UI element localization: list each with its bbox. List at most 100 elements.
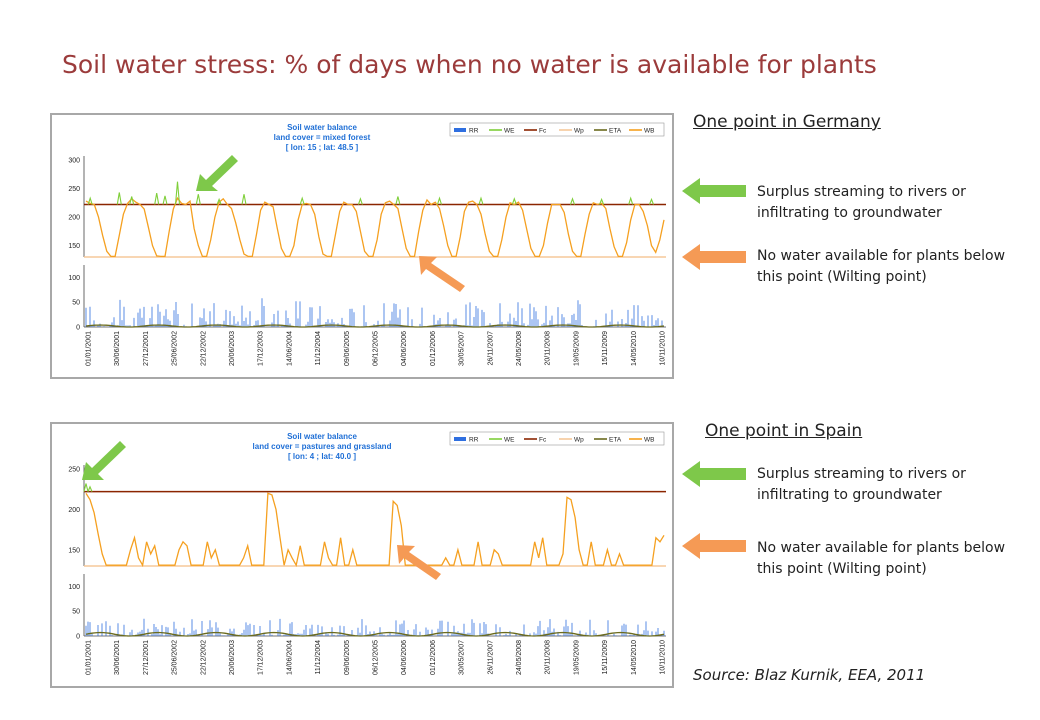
wilting-annotation-spain: No water available for plants below this… [757, 540, 1006, 577]
x-tick-label: 06/12/2005 [373, 640, 380, 675]
y-tick-label: 300 [68, 158, 80, 165]
x-tick-label: 15/11/2009 [602, 640, 609, 675]
x-tick-label: 22/12/2002 [200, 640, 207, 675]
chart-title-line: [ lon: 4 ; lat: 40.0 ] [288, 452, 356, 461]
y-tick-label: 250 [68, 467, 80, 474]
x-tick-label: 17/12/2003 [258, 640, 265, 675]
x-tick-label: 04/06/2006 [401, 331, 408, 366]
y-tick-label: 50 [72, 300, 80, 307]
we-peak [648, 197, 655, 205]
green-arrow-icon [682, 178, 746, 204]
x-tick-label: 10/11/2010 [660, 331, 667, 366]
legend-label: Wp [574, 437, 584, 444]
x-tick-label: 20/11/2008 [545, 331, 552, 366]
we-peak [87, 485, 93, 492]
x-tick-label: 09/06/2005 [344, 331, 351, 366]
source-citation: Source: Blaz Kurnik, EEA, 2011 [693, 666, 926, 684]
we-peak [628, 196, 634, 205]
we-peak [154, 193, 160, 205]
legend-label: RR [469, 128, 479, 135]
chart-title-line: land cover = pastures and grassland [253, 442, 392, 451]
we-peak [599, 197, 605, 205]
x-tick-label: 20/06/2003 [229, 640, 236, 675]
orange-arrow-icon [682, 244, 746, 270]
y-tick-label: 200 [68, 215, 80, 222]
wb-series-line [85, 492, 665, 568]
we-peak [216, 197, 222, 205]
x-tick-label: 30/06/2001 [114, 640, 121, 675]
x-tick-label: 06/12/2005 [373, 331, 380, 366]
legend-box [449, 431, 665, 446]
x-tick-label: 20/11/2008 [545, 640, 552, 675]
chart-title-line: land cover = mixed forest [274, 133, 371, 142]
legend-swatch-rr [454, 128, 466, 132]
x-tick-label: 01/12/2006 [430, 331, 437, 366]
x-tick-label: 20/06/2003 [229, 331, 236, 366]
heading-spain: One point in Spain [705, 421, 863, 441]
x-tick-label: 25/06/2002 [172, 331, 179, 366]
x-tick-label: 11/12/2004 [315, 640, 322, 675]
y-tick-label: 250 [68, 186, 80, 193]
we-peak [299, 196, 305, 205]
we-peak [569, 197, 576, 205]
orange-arrow-icon [682, 533, 746, 559]
x-tick-label: 27/12/2001 [143, 331, 150, 366]
legend-label: WE [504, 437, 515, 444]
legend-label: WB [644, 437, 654, 444]
we-peak [436, 196, 443, 205]
y-tick-label: 0 [76, 634, 80, 641]
x-tick-label: 17/12/2003 [258, 331, 265, 366]
legend-label: ETA [609, 437, 622, 444]
legend-label: Fc [539, 128, 547, 135]
legend-box [449, 122, 665, 137]
y-tick-label: 100 [68, 275, 80, 282]
y-tick-label: 150 [68, 243, 80, 250]
x-tick-label: 22/12/2002 [200, 331, 207, 366]
y-tick-label: 50 [72, 609, 80, 616]
x-tick-label: 01/12/2006 [430, 640, 437, 675]
legend-label: RR [469, 437, 479, 444]
x-tick-label: 24/05/2008 [516, 640, 523, 675]
x-tick-label: 01/01/2001 [86, 331, 93, 366]
we-peak [162, 195, 168, 205]
x-tick-label: 09/06/2005 [344, 640, 351, 675]
legend-label: WB [644, 128, 654, 135]
x-tick-label: 30/05/2007 [459, 331, 466, 366]
green-arrow-icon [682, 461, 746, 487]
legend-label: ETA [609, 128, 622, 135]
we-peak [478, 196, 484, 205]
x-tick-label: 30/05/2007 [459, 640, 466, 675]
x-tick-label: 14/05/2010 [631, 331, 638, 366]
soil-water-chart-germany: 150 200 250 300 0 50 100 Soil water balanceland… [68, 122, 667, 366]
x-tick-label: 14/05/2010 [631, 640, 638, 675]
chart-title-line: [ lon: 15 ; lat: 48.5 ] [286, 143, 359, 152]
y-tick-label: 100 [68, 584, 80, 591]
chart-title-line: Soil water balance [287, 123, 357, 132]
wilting-annotation-germany: No water available for plants below this… [757, 248, 1006, 285]
we-peak [395, 196, 401, 205]
we-peak [87, 196, 93, 205]
slide-title: Soil water stress: % of days when no wat… [62, 50, 877, 79]
x-tick-label: 26/11/2007 [487, 331, 494, 366]
we-peak [83, 483, 89, 492]
wb-series-line [85, 196, 665, 258]
we-peak [129, 196, 135, 205]
legend-swatch-rr [454, 437, 466, 441]
surplus-annotation-germany: Surplus streaming to rivers or infiltrat… [757, 184, 966, 221]
x-tick-label: 27/12/2001 [143, 640, 150, 675]
we-peak [511, 197, 517, 205]
orange-diagonal-arrow-icon [419, 256, 465, 292]
we-peak [116, 192, 122, 205]
chart-panel-germany: 150 200 250 300 0 50 100 Soil water balance land… [50, 113, 674, 379]
x-tick-label: 30/06/2001 [114, 331, 121, 366]
legend-label: Fc [539, 437, 547, 444]
legend-label: Wp [574, 128, 584, 135]
eta-series-line [85, 324, 665, 328]
y-tick-label: 0 [76, 325, 80, 332]
x-tick-label: 11/12/2004 [315, 331, 322, 366]
eta-series-line [85, 631, 665, 637]
legend-label: WE [504, 128, 515, 135]
we-peak [174, 181, 181, 205]
chart-panel-spain: 150 200 250 0 50 100 Soil water balance land co… [50, 422, 674, 688]
x-tick-label: 19/05/2009 [573, 640, 580, 675]
